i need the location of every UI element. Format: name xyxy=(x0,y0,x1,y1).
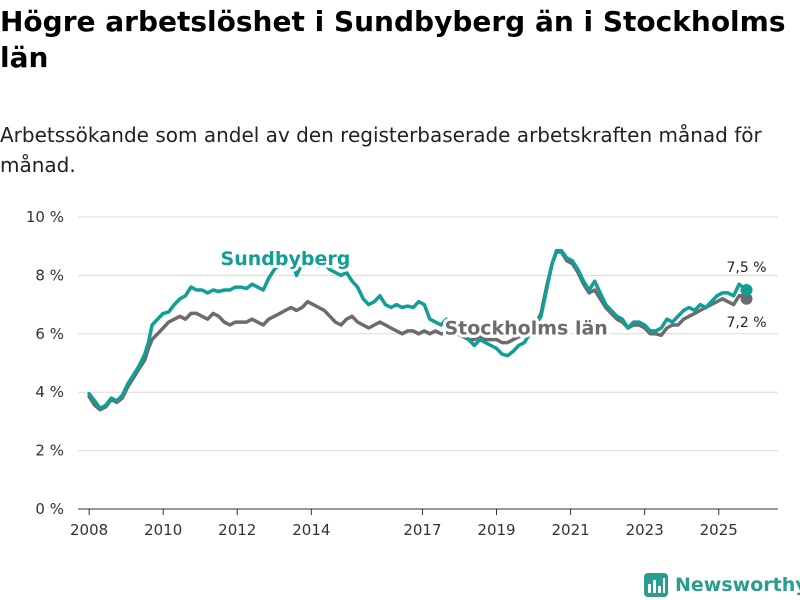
bar-chart-logo-icon xyxy=(644,573,668,597)
chart-title: Högre arbetslöshet i Sundbyberg än i Sto… xyxy=(0,5,786,74)
brand-name: Newsworthy xyxy=(675,574,800,596)
x-tick-label: 2021 xyxy=(551,521,589,539)
series-label-stockholms-lan: Stockholms län xyxy=(444,317,607,339)
chart-subtitle: Arbetssökande som andel av den registerb… xyxy=(0,123,762,177)
y-tick-label: 8 % xyxy=(35,266,64,284)
end-value-label-stockholms-lan: 7,2 % xyxy=(727,315,767,331)
y-tick-label: 4 % xyxy=(35,383,64,401)
x-tick-label: 2014 xyxy=(292,521,330,539)
x-tick-label: 2012 xyxy=(218,521,256,539)
x-tick-label: 2010 xyxy=(144,521,182,539)
series-line-sundbyberg xyxy=(87,248,749,411)
x-tick-label: 2017 xyxy=(403,521,441,539)
series-label-sundbyberg: Sundbyberg xyxy=(221,248,351,270)
series-line-stockholms-lan xyxy=(87,250,749,412)
brand-logo: Newsworthy xyxy=(644,570,800,600)
x-tick-label: 2019 xyxy=(477,521,515,539)
y-tick-label: 6 % xyxy=(35,325,64,343)
end-point-sundbyberg xyxy=(740,284,753,296)
end-point-stockholms-lan xyxy=(740,292,753,305)
y-tick-label: 10 % xyxy=(26,208,64,226)
x-tick-label: 2025 xyxy=(700,521,738,539)
y-tick-label: 0 % xyxy=(35,500,64,518)
x-tick-label: 2008 xyxy=(70,521,108,539)
end-value-label-sundbyberg: 7,5 % xyxy=(727,260,767,276)
x-tick-label: 2023 xyxy=(626,521,664,539)
y-tick-label: 2 % xyxy=(35,442,64,460)
